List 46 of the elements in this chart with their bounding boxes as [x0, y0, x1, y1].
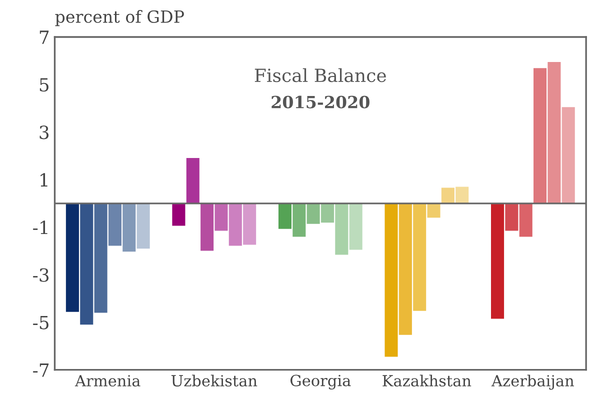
bar: [335, 203, 348, 255]
bar: [214, 203, 228, 231]
bar: [122, 203, 136, 252]
y-tick-label: -1: [33, 220, 48, 234]
y-tick-label: 7: [40, 30, 49, 44]
bar: [413, 203, 426, 311]
bar: [491, 203, 504, 319]
text: 2015-2020: [272, 96, 370, 108]
text: Fiscal Balance: [254, 68, 386, 82]
bar: [427, 203, 440, 218]
bar: [66, 203, 79, 312]
bar: [94, 203, 108, 313]
bar: [548, 62, 561, 204]
x-tick-label: Uzbekistan: [171, 374, 258, 387]
bar: [186, 158, 200, 204]
bar: [172, 203, 186, 226]
x-tick-label: Kazakhstan: [382, 374, 472, 387]
y-tick-label: 5: [40, 78, 48, 92]
bar: [136, 203, 150, 249]
y-tick-label: -3: [33, 268, 49, 282]
bar: [243, 203, 256, 245]
y-tick-label: -5: [33, 316, 48, 330]
bar: [519, 203, 532, 237]
bar: [562, 107, 575, 204]
bar: [398, 203, 412, 335]
bar: [320, 203, 334, 223]
bar: [292, 203, 306, 237]
bar: [278, 203, 292, 229]
x-tick-label: Armenia: [74, 375, 140, 387]
bar: [505, 203, 518, 231]
bar: [384, 203, 398, 357]
bar: [456, 186, 469, 204]
y-axis-title: percent of GDP: [55, 10, 184, 26]
bar: [306, 203, 320, 224]
x-tick-label: Georgia: [290, 374, 351, 390]
y-tick-label: 3: [40, 126, 49, 140]
bar: [441, 188, 454, 204]
bar: [108, 203, 122, 246]
bar: [228, 203, 242, 246]
bar: [534, 68, 547, 204]
y-tick-label: -7: [33, 364, 49, 377]
x-tick-label: Azerbaijan: [491, 374, 574, 390]
y-tick-label: 1: [40, 173, 48, 186]
bar: [349, 203, 362, 250]
bar: [200, 203, 214, 251]
bar: [80, 203, 94, 325]
